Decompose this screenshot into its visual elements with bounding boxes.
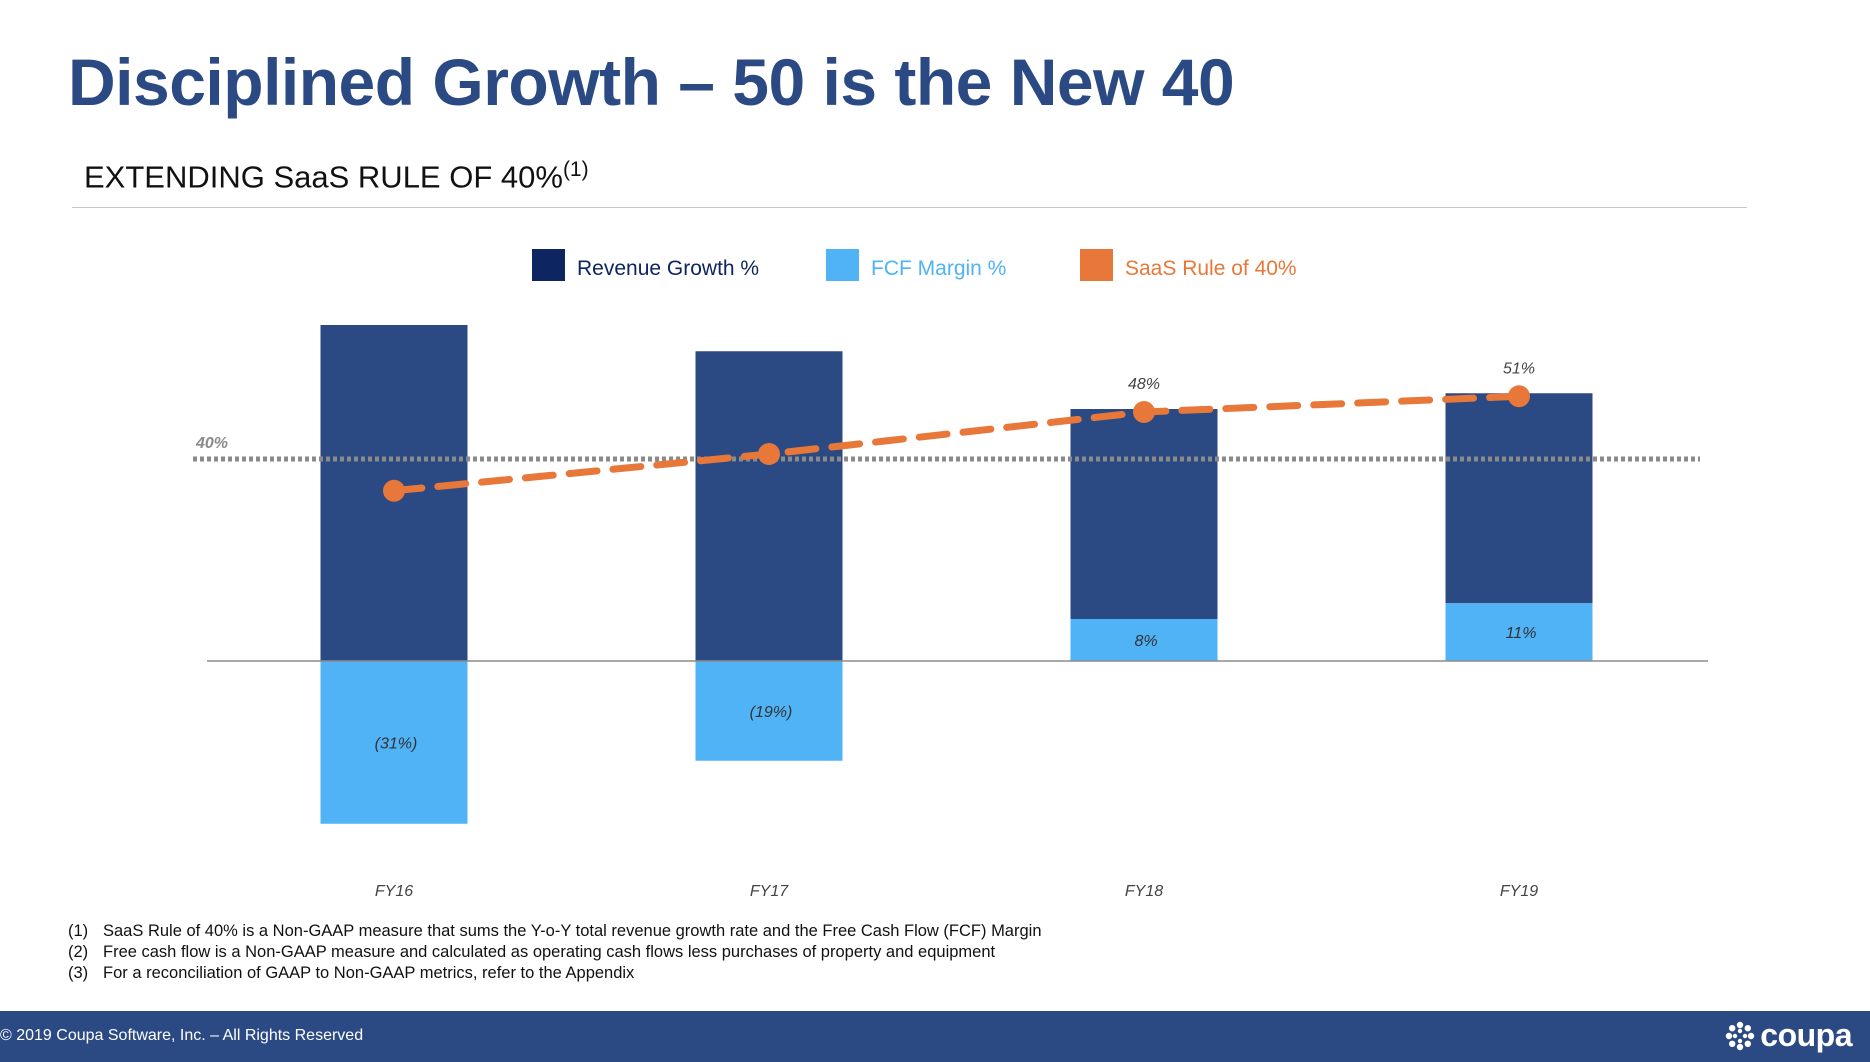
coupa-logo: coupa: [1723, 1017, 1852, 1054]
coupa-burst-icon: [1726, 1021, 1755, 1050]
footnote-3: (3) For a reconciliation of GAAP to Non-…: [68, 963, 1042, 984]
legend-label: SaaS Rule of 40%: [1125, 257, 1297, 280]
fcf-margin-bar: [1070, 619, 1218, 661]
footnotes: (1) SaaS Rule of 40% is a Non-GAAP measu…: [68, 921, 1042, 984]
revenue-growth-bar: [1445, 393, 1593, 604]
fcf-margin-bar: [320, 661, 468, 824]
reference-line-label: 40%: [195, 435, 228, 452]
fcf-data-label: (19%): [750, 704, 793, 721]
footnote-text: SaaS Rule of 40% is a Non-GAAP measure t…: [103, 922, 1042, 940]
rule-of-40-series-line: [390, 392, 1523, 495]
rule-of-40-point: [1133, 401, 1155, 423]
x-tick-label: FY16: [375, 883, 413, 900]
chart-labels: FY16 (31%) FY17 (19%) FY18 8% FY19 11% 48% 51%: [375, 360, 1539, 900]
fcf-margin-bar: [695, 661, 843, 761]
fcf-data-label: 11%: [1506, 625, 1537, 642]
legend-swatch: [532, 249, 565, 281]
footnote-text: For a reconciliation of GAAP to Non-GAAP…: [103, 964, 635, 982]
rule-of-40-point: [1508, 385, 1530, 408]
legend-swatch: [826, 249, 859, 281]
slide-subtitle: EXTENDING SaaS RULE OF 40%(1): [84, 158, 589, 195]
footnote-number: (3): [68, 964, 89, 982]
slide-title: Disciplined Growth – 50 is the New 40: [68, 45, 1235, 119]
footer-bar: © 2019 Coupa Software, Inc. – All Rights…: [0, 1011, 1870, 1062]
subtitle-text: EXTENDING SaaS RULE OF 40%: [84, 159, 563, 195]
rule-of-40-data-label: 51%: [1503, 360, 1535, 377]
legend-swatch: [1080, 249, 1113, 281]
fcf-data-label: (31%): [375, 735, 418, 752]
footnote-text: Free cash flow is a Non-GAAP measure and…: [103, 943, 996, 961]
divider: [72, 207, 1747, 208]
chart-legend: Revenue Growth % FCF Margin % SaaS Rule of…: [532, 249, 1297, 281]
subtitle-footnote-ref: (1): [562, 158, 589, 181]
copyright-text: © 2019 Coupa Software, Inc. – All Rights…: [0, 1027, 364, 1044]
rule-of-40-point: [758, 443, 780, 465]
x-tick-label: FY19: [1500, 883, 1538, 900]
footnote-1: (1) SaaS Rule of 40% is a Non-GAAP measu…: [68, 921, 1042, 942]
fcf-data-label: 8%: [1134, 633, 1157, 650]
rule-of-40-chart: Revenue Growth % FCF Margin % SaaS Rule of…: [193, 249, 1708, 900]
rule-of-40-data-label: 48%: [1128, 376, 1160, 393]
rule-of-40-point: [383, 479, 405, 502]
revenue-growth-bar: [1070, 409, 1218, 619]
fcf-margin-bar: [1445, 603, 1593, 661]
chart-bars: [207, 325, 1708, 824]
legend-label: FCF Margin %: [871, 257, 1006, 280]
legend-label: Revenue Growth %: [577, 257, 759, 280]
reference-line-group: 40%: [193, 435, 1700, 462]
footnote-number: (2): [68, 943, 89, 961]
revenue-growth-bar: [695, 351, 843, 661]
footnote-number: (1): [68, 922, 89, 940]
x-tick-label: FY17: [750, 883, 789, 900]
rule-of-40-line: [383, 385, 1530, 502]
x-tick-label: FY18: [1125, 883, 1163, 900]
logo-wordmark: coupa: [1760, 1017, 1852, 1053]
footnote-2: (2) Free cash flow is a Non-GAAP measure…: [68, 942, 1042, 963]
